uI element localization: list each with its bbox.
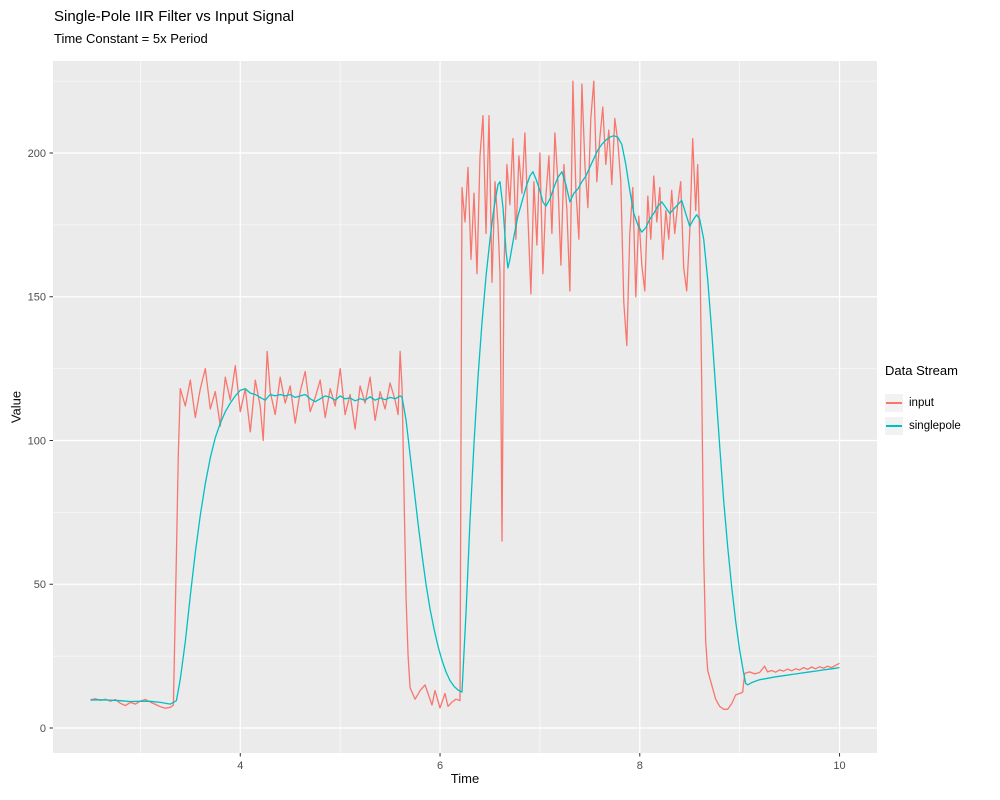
y-tick-label: 200 xyxy=(28,148,46,160)
legend-key-singlepole xyxy=(885,417,903,435)
legend-label-singlepole: singlepole xyxy=(909,420,961,432)
y-tick-label: 150 xyxy=(28,292,46,304)
y-tick-label: 50 xyxy=(34,579,46,591)
legend-title: Data Stream xyxy=(885,363,958,378)
y-tick-label: 0 xyxy=(40,723,46,735)
x-tick-label: 8 xyxy=(637,760,643,772)
chart-subtitle: Time Constant = 5x Period xyxy=(54,31,208,46)
input-line-swatch xyxy=(886,402,902,404)
legend-item-input: input xyxy=(885,392,997,414)
singlepole-line-swatch xyxy=(886,425,902,427)
legend-item-singlepole: singlepole xyxy=(885,415,997,437)
x-tick-label: 10 xyxy=(833,760,845,772)
singlepole-line xyxy=(90,135,840,705)
x-tick-label: 6 xyxy=(437,760,443,772)
y-axis-title: Value xyxy=(8,390,24,424)
input-line xyxy=(90,80,840,710)
chart-title: Single-Pole IIR Filter vs Input Signal xyxy=(54,8,295,25)
plot-panel xyxy=(53,61,877,753)
x-tick-label: 4 xyxy=(237,760,243,772)
y-tick-label: 100 xyxy=(28,435,46,447)
legend-key-input xyxy=(885,394,903,412)
legend-label-input: input xyxy=(909,397,934,409)
x-axis-title: Time xyxy=(450,771,480,786)
legend: Data Stream input singlepole xyxy=(885,363,997,438)
